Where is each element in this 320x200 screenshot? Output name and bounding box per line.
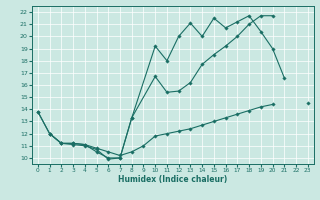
X-axis label: Humidex (Indice chaleur): Humidex (Indice chaleur) [118,175,228,184]
